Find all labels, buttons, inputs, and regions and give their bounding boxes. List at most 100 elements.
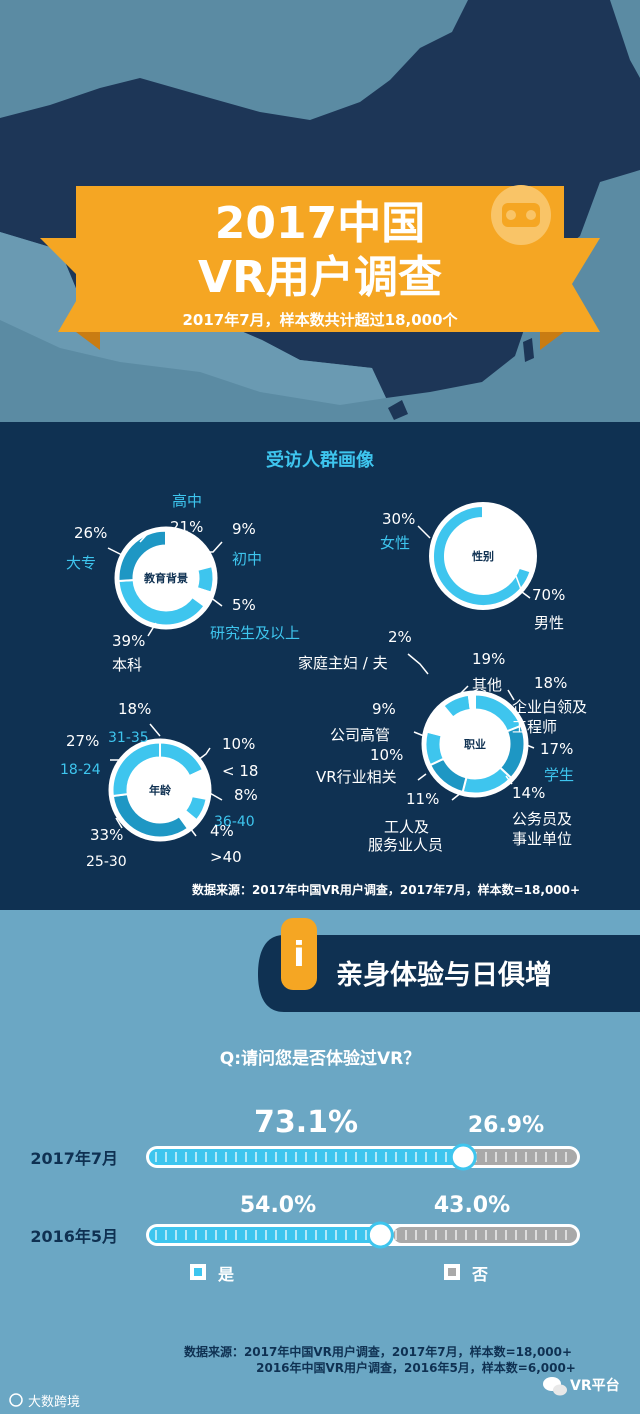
hero-title-line1: 2017中国 <box>215 198 425 249</box>
edu-label-middle: 初中 <box>232 550 262 568</box>
row-label-2017: 2017年7月 <box>30 1149 118 1168</box>
footer-left-text: 大数跨境 <box>28 1395 80 1410</box>
edu-value-college: 26% <box>74 524 107 542</box>
profile-section <box>0 422 640 910</box>
footer-left-logo: 大数跨境 <box>9 1393 80 1410</box>
section-title-bar <box>258 935 640 1012</box>
legend-yes-label: 是 <box>217 1265 234 1284</box>
edu-label-college: 大专 <box>66 554 96 572</box>
svg-text:i: i <box>293 935 305 975</box>
age-donut-center <box>129 759 191 821</box>
job-label-worker-2: 服务业人员 <box>368 836 443 854</box>
bar-row-0: 73.1% 26.9% <box>146 1105 580 1171</box>
age-value-over40: 4% <box>210 822 234 840</box>
occupation-donut: 职业 <box>421 690 529 798</box>
gender-label-female: 女性 <box>380 534 410 552</box>
job-value-whitecollar: 18% <box>534 674 567 692</box>
wechat-icon <box>543 1377 567 1396</box>
hero-subtitle: 2017年7月，样本数共计超过18,000个 <box>182 311 458 329</box>
job-label-student: 学生 <box>544 766 574 784</box>
occupation-slice-4 <box>424 730 446 767</box>
experience-question: Q:请问您是否体验过VR？ <box>220 1048 421 1069</box>
job-value-student: 17% <box>540 740 573 758</box>
section-title: 亲身体验与日俱增 <box>336 959 552 991</box>
age-label-18-24: 18-24 <box>60 762 101 778</box>
edu-value-grad: 5% <box>232 596 256 614</box>
hero-title-line2: VR用户调查 <box>198 252 442 303</box>
legend-yes-swatch-inner <box>194 1268 202 1276</box>
job-value-other: 19% <box>472 650 505 668</box>
age-value-under18: 10% <box>222 735 255 753</box>
occupation-slice-7 <box>467 693 476 711</box>
age-value-31-35: 18% <box>118 700 151 718</box>
footer-right-logo: VR平台 <box>543 1377 620 1396</box>
job-value-exec: 9% <box>372 700 396 718</box>
age-label-over40: >40 <box>210 848 242 866</box>
age-slice-5 <box>111 741 161 798</box>
education-donut-title: 教育背景 <box>143 571 188 585</box>
bar-yes-label: 73.1% <box>254 1105 358 1140</box>
row-label-2016: 2016年5月 <box>30 1227 118 1246</box>
edu-value-bachelor: 39% <box>112 632 145 650</box>
leader-lines <box>107 525 535 837</box>
job-value-vr: 10% <box>370 746 403 764</box>
gender-value-male: 70% <box>532 586 565 604</box>
job-label-civil-2: 事业单位 <box>512 830 572 848</box>
legend: 是 否 <box>190 1264 488 1284</box>
experience-bar-chart: 73.1% 26.9% 54.0% 43.0% <box>146 1105 580 1249</box>
age-slice-1 <box>188 768 209 801</box>
experience-source-2: 2016年中国VR用户调查，2016年5月，样本数=6,000+ <box>256 1360 576 1375</box>
profile-source: 数据来源：2017年中国VR用户调查，2017年7月，样本数=18,000+ <box>192 882 580 897</box>
profile-heading: 受访人群画像 <box>266 449 375 471</box>
gender-donut-title: 性别 <box>472 549 494 563</box>
info-icon: i <box>281 918 317 990</box>
bar-row-1: 54.0% 43.0% <box>146 1193 580 1249</box>
age-label-25-30: 25-30 <box>86 854 127 870</box>
logo-mark-icon <box>9 1393 23 1407</box>
vr-headset-icon <box>491 185 551 245</box>
bar-no <box>393 1227 577 1243</box>
occupation-donut-center <box>442 711 508 777</box>
age-label-under18: < 18 <box>222 762 258 780</box>
job-label-worker-1: 工人及 <box>384 818 429 836</box>
bar-knob <box>366 1221 394 1249</box>
education-donut: 教育背景 <box>114 526 218 630</box>
edu-label-bachelor: 本科 <box>112 656 142 674</box>
education-slice-4 <box>117 529 167 583</box>
job-label-homemaker: 家庭主妇 / 夫 <box>298 654 388 672</box>
age-donut: 年龄 <box>108 738 212 842</box>
age-value-36-40: 8% <box>234 786 258 804</box>
education-donut-center <box>135 547 197 609</box>
edu-value-middle: 9% <box>232 520 256 538</box>
edu-label-highschool: 高中 <box>172 492 202 510</box>
title-ribbon <box>40 186 600 350</box>
experience-source-1: 数据来源：2017年中国VR用户调查，2017年7月，样本数=18,000+ <box>184 1344 572 1359</box>
gender-donut: 性别 <box>429 502 537 610</box>
age-label-36-40: 36-40 <box>214 814 255 830</box>
gender-donut-center <box>447 520 519 592</box>
legend-no-swatch-inner <box>448 1268 456 1276</box>
title-banner <box>76 186 564 332</box>
bar-no <box>463 1149 577 1165</box>
job-value-homemaker: 2% <box>388 628 412 646</box>
job-value-worker: 11% <box>406 790 439 808</box>
age-value-18-24: 27% <box>66 732 99 750</box>
job-label-whitecollar-2: 工程师 <box>512 718 557 736</box>
age-label-31-35: 31-35 <box>108 730 149 746</box>
edu-label-grad: 研究生及以上 <box>210 624 300 642</box>
job-label-other: 其他 <box>472 676 502 694</box>
bar-yes <box>149 1227 381 1243</box>
job-label-civil-1: 公务员及 <box>512 810 572 828</box>
job-value-civil: 14% <box>512 784 545 802</box>
ribbon-fold-left <box>76 332 100 350</box>
bar-knob <box>449 1143 477 1171</box>
job-label-whitecollar-1: 企业白领及 <box>512 698 587 716</box>
edu-value-highschool: 21% <box>170 518 203 536</box>
footer-right-text: VR平台 <box>570 1377 620 1394</box>
age-value-25-30: 33% <box>90 826 123 844</box>
gender-value-female: 30% <box>382 510 415 528</box>
job-label-vr: VR行业相关 <box>316 768 397 786</box>
